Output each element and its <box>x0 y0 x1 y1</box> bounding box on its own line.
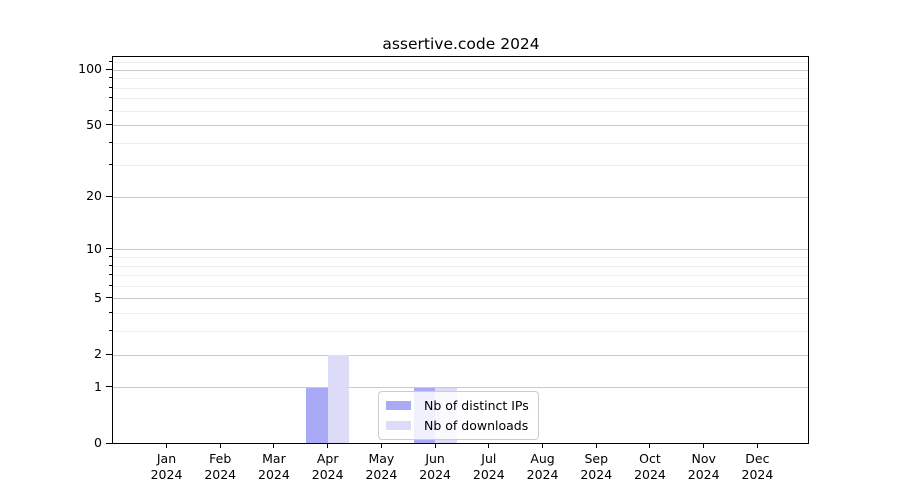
gridline-minor <box>113 275 808 277</box>
gridline-major <box>113 354 808 356</box>
x-tick-label: Jun 2024 <box>419 451 451 482</box>
y-tick-label: 20 <box>86 188 102 204</box>
y-tick-minor <box>109 330 112 332</box>
x-tick-label: May 2024 <box>365 451 398 482</box>
x-tick-label: Apr 2024 <box>311 451 344 482</box>
gridline-minor <box>113 142 808 144</box>
x-tick-label: Sep 2024 <box>580 451 613 482</box>
legend: Nb of distinct IPs Nb of downloads <box>378 391 539 440</box>
y-tick <box>106 442 112 444</box>
y-tick-label: 1 <box>94 378 102 394</box>
y-tick <box>106 248 112 250</box>
plot-area <box>112 56 809 444</box>
gridline-minor <box>113 265 808 267</box>
gridline-minor <box>113 78 808 80</box>
x-tick <box>649 443 651 448</box>
x-tick <box>166 443 167 448</box>
y-tick-label: 100 <box>78 61 102 77</box>
gridline-major <box>113 298 808 300</box>
gridline-minor <box>113 331 808 333</box>
y-tick-minor <box>109 141 112 143</box>
y-tick-minor <box>109 61 112 63</box>
y-tick-label: 10 <box>86 240 102 256</box>
y-tick-minor <box>109 86 112 88</box>
y-tick-minor <box>109 284 112 286</box>
x-tick-label: Jul 2024 <box>472 451 505 482</box>
gridline-minor <box>113 87 808 89</box>
x-tick-label: Aug 2024 <box>526 451 559 482</box>
gridline-major <box>113 387 808 389</box>
x-tick-label: Oct 2024 <box>634 451 666 482</box>
y-tick-minor <box>109 97 112 99</box>
x-tick <box>703 443 705 448</box>
gridline-minor <box>113 165 808 167</box>
y-tick <box>106 195 112 197</box>
y-tick-label: 2 <box>94 346 102 362</box>
gridline-major <box>113 249 808 251</box>
legend-swatch <box>386 421 411 430</box>
legend-item: Nb of downloads <box>386 418 529 433</box>
y-tick-minor <box>109 77 112 79</box>
y-tick-minor <box>109 312 112 314</box>
y-tick-minor <box>109 256 112 258</box>
legend-swatch <box>386 401 411 410</box>
x-tick-label: Jan 2024 <box>150 451 183 482</box>
chart-title: assertive.code 2024 <box>382 35 540 53</box>
x-tick <box>327 443 329 448</box>
y-tick-label: 5 <box>94 289 102 305</box>
x-tick <box>542 443 544 448</box>
gridline-minor <box>113 313 808 315</box>
legend-item: Nb of distinct IPs <box>386 398 529 413</box>
x-tick <box>595 443 597 448</box>
y-tick <box>106 124 112 126</box>
x-tick <box>273 443 275 448</box>
bar-nb-of-distinct-ips-apr-2024 <box>306 387 328 443</box>
x-tick <box>434 443 436 448</box>
gridline-minor <box>113 98 808 100</box>
y-tick <box>106 353 112 355</box>
legend-label: Nb of downloads <box>424 418 529 433</box>
y-tick-label: 50 <box>86 116 102 132</box>
x-tick <box>488 443 490 448</box>
x-tick <box>219 443 221 448</box>
y-tick-minor <box>109 274 112 276</box>
x-tick-label: Nov 2024 <box>687 451 720 482</box>
x-tick <box>380 443 382 448</box>
y-tick-minor <box>109 264 112 266</box>
gridline-major <box>113 125 808 127</box>
x-tick <box>756 443 758 448</box>
y-tick-label: 0 <box>94 435 102 450</box>
x-tick-label: Mar 2024 <box>258 451 290 482</box>
gridline-minor <box>113 62 808 64</box>
x-tick-label: Feb 2024 <box>204 451 237 482</box>
y-tick-minor <box>109 164 112 166</box>
legend-label: Nb of distinct IPs <box>424 398 529 413</box>
y-tick <box>106 297 112 299</box>
y-tick <box>106 386 112 388</box>
gridline-minor <box>113 110 808 112</box>
bar-nb-of-downloads-apr-2024 <box>327 355 350 443</box>
x-tick-label: Dec 2024 <box>741 451 774 482</box>
gridline-minor <box>113 285 808 287</box>
gridline-major <box>113 196 808 198</box>
gridline-minor <box>113 257 808 259</box>
y-tick <box>106 68 112 70</box>
y-tick-minor <box>109 109 112 111</box>
gridline-major <box>113 69 808 71</box>
